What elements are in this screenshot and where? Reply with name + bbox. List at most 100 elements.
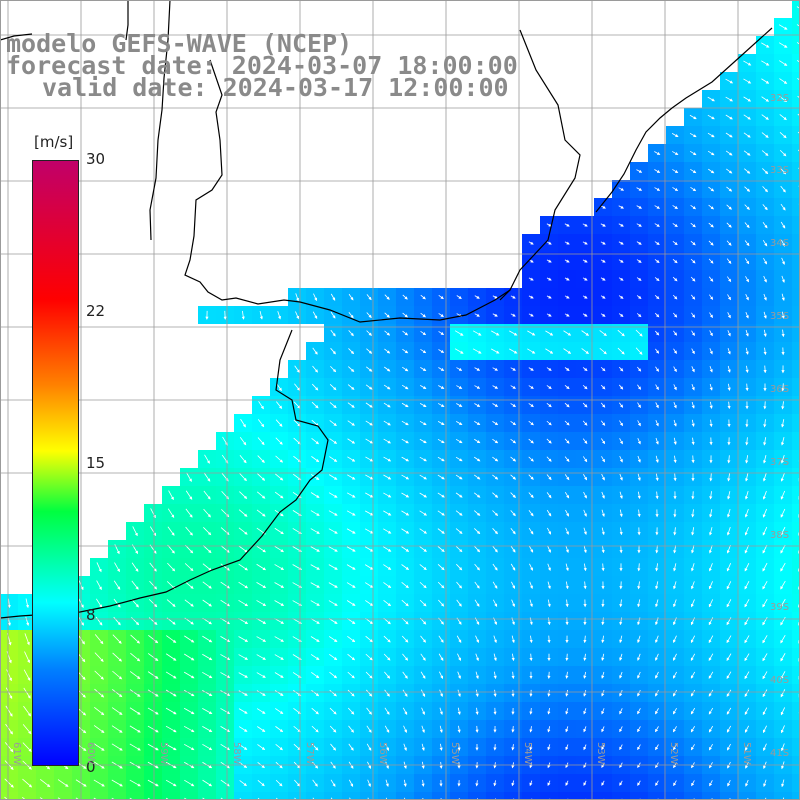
colorbar <box>32 160 79 766</box>
wind-cell <box>792 90 800 108</box>
wind-cell <box>558 792 576 800</box>
wind-cell <box>792 720 800 738</box>
wind-cell <box>792 36 800 54</box>
wind-cell <box>792 360 800 378</box>
wind-cell <box>792 198 800 216</box>
wind-cell <box>792 576 800 594</box>
colorbar-tick: 22 <box>86 302 106 320</box>
wind-cell <box>792 630 800 648</box>
wind-cell <box>648 792 666 800</box>
lat-label: 39S <box>770 602 790 613</box>
wind-cell <box>792 414 800 432</box>
wind-cell <box>792 558 800 576</box>
wind-cell <box>792 684 800 702</box>
wind-cell <box>792 0 800 18</box>
wind-cell <box>378 792 396 800</box>
valid-date: valid date: 2024-03-17 12:00:00 <box>42 73 509 102</box>
wind-cell <box>792 288 800 306</box>
lon-label: 57W <box>304 742 315 765</box>
wind-cell <box>270 792 288 800</box>
lat-label: 36S <box>770 384 790 395</box>
wind-cell <box>792 216 800 234</box>
wind-cell <box>684 792 702 800</box>
wind-cell <box>792 18 800 36</box>
wind-cell <box>792 324 800 342</box>
wind-cell <box>792 792 800 800</box>
wind-cell <box>792 180 800 198</box>
wind-cell <box>792 774 800 792</box>
lat-label: 34S <box>770 238 790 249</box>
lat-label: 41S <box>770 748 790 759</box>
wind-cell <box>342 792 360 800</box>
wind-cell <box>0 792 18 800</box>
wind-cell <box>216 792 234 800</box>
lon-label: 60W <box>85 742 96 765</box>
wind-cell <box>792 432 800 450</box>
wind-cell <box>360 792 378 800</box>
wind-cell <box>792 648 800 666</box>
wind-cell <box>792 162 800 180</box>
wind-cell <box>288 792 306 800</box>
wind-cell <box>792 468 800 486</box>
lat-label: 37S <box>770 457 790 468</box>
wind-cell <box>792 378 800 396</box>
wind-cell <box>792 594 800 612</box>
lat-label: 33S <box>770 165 790 176</box>
lon-label: 53W <box>595 742 606 765</box>
lon-label: 56W <box>377 742 388 765</box>
wind-cell <box>576 792 594 800</box>
lon-label: 54W <box>522 742 533 765</box>
wind-cell <box>792 702 800 720</box>
wind-cell <box>90 792 108 800</box>
wind-cell <box>594 792 612 800</box>
lon-label: 55W <box>449 742 460 765</box>
wind-cell <box>792 612 800 630</box>
wind-cell <box>126 792 144 800</box>
wind-cell <box>18 792 36 800</box>
wind-cell <box>36 792 54 800</box>
lon-label: 59W <box>158 742 169 765</box>
wind-cell <box>792 540 800 558</box>
wind-cell <box>792 522 800 540</box>
wind-cell <box>630 792 648 800</box>
lon-label: 61W <box>11 742 22 765</box>
wind-cell <box>162 792 180 800</box>
wind-cell <box>306 792 324 800</box>
wind-cell <box>792 144 800 162</box>
lat-label: 38S <box>770 530 790 541</box>
wind-cell <box>792 72 800 90</box>
wind-cell <box>252 792 270 800</box>
lat-label: 40S <box>770 675 790 686</box>
colorbar-tick: 15 <box>86 454 106 472</box>
wind-cell <box>54 792 72 800</box>
wind-cell <box>720 792 738 800</box>
wind-cell <box>792 342 800 360</box>
lat-label: 35S <box>770 311 790 322</box>
wind-cell <box>792 666 800 684</box>
colorbar-tick: 30 <box>86 150 106 168</box>
wind-cell <box>198 792 216 800</box>
wind-cell <box>792 54 800 72</box>
wind-cell <box>792 450 800 468</box>
wind-cell <box>324 792 342 800</box>
lon-label: 51W <box>741 742 752 765</box>
wind-arrow <box>565 653 569 662</box>
wind-cell <box>792 234 800 252</box>
wind-cell <box>756 792 774 800</box>
wind-cell <box>234 792 252 800</box>
wind-cell <box>468 792 486 800</box>
lon-label: 52W <box>668 742 679 765</box>
wind-cell <box>792 126 800 144</box>
wind-cell <box>612 792 630 800</box>
wind-cell <box>792 486 800 504</box>
wind-cell <box>486 792 504 800</box>
wind-cell <box>792 738 800 756</box>
wind-cell <box>792 504 800 522</box>
wind-cell <box>774 792 792 800</box>
wind-cell <box>738 792 756 800</box>
wind-cell <box>180 792 198 800</box>
lat-label: 32S <box>770 93 790 104</box>
wind-cell <box>108 792 126 800</box>
colorbar-unit: [m/s] <box>34 133 74 151</box>
